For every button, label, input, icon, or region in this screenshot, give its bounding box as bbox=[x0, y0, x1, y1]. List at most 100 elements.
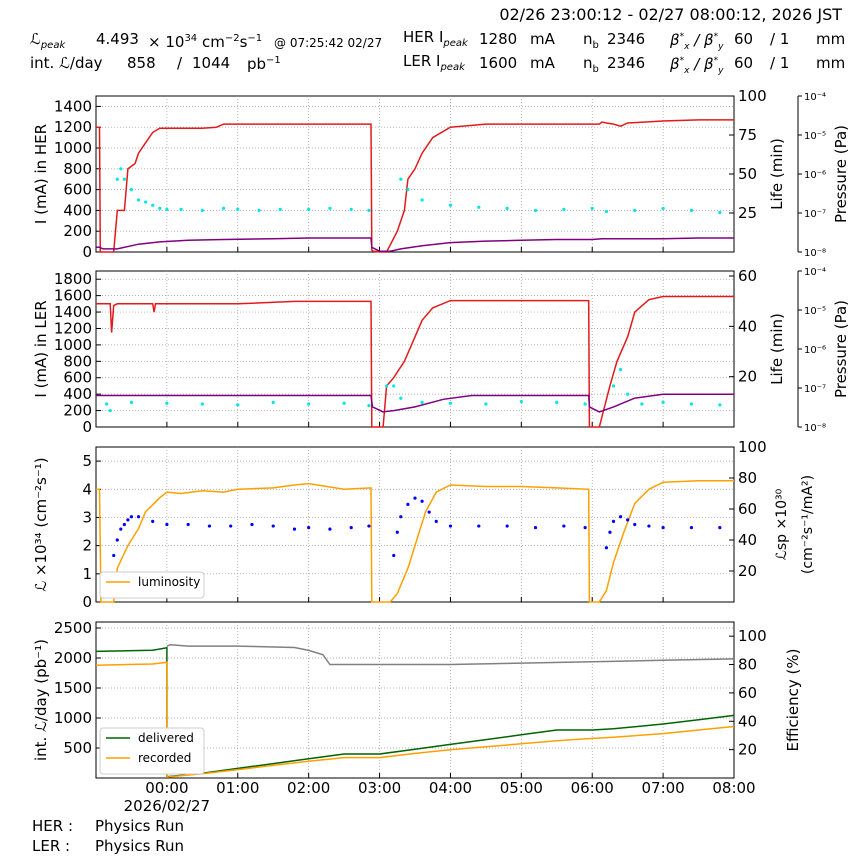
ler-pressure-point bbox=[385, 384, 389, 388]
ler-nb-n: n bbox=[583, 54, 593, 72]
intlumi-recorded-line bbox=[95, 661, 735, 778]
her-pressure-point bbox=[406, 188, 410, 192]
lumi-specific-point bbox=[395, 530, 399, 534]
her-pressure-point bbox=[604, 209, 609, 214]
lumi-specific-point bbox=[608, 530, 612, 534]
her-pressure-point bbox=[136, 198, 141, 202]
her-y2tick-label: 50 bbox=[738, 165, 757, 183]
her-pressure-point bbox=[505, 206, 509, 210]
ler-pressure-point bbox=[165, 401, 169, 405]
lumi-specific-point bbox=[392, 553, 396, 558]
lumi-specific-point bbox=[647, 524, 651, 528]
lumi-ytick-label: 3 bbox=[82, 508, 92, 526]
her-pressure-point bbox=[477, 205, 481, 209]
ler-beta-ysub: y bbox=[718, 66, 724, 76]
lumi-specific-point bbox=[349, 526, 353, 530]
ler-pressure-point bbox=[718, 403, 722, 407]
lumi-specific-point bbox=[399, 515, 403, 519]
her-pressure-point bbox=[533, 208, 538, 212]
intlumi-ylabel: int. ℒ/day (pb⁻¹) bbox=[32, 639, 50, 761]
her-pressure-point bbox=[661, 206, 665, 210]
her-y3tick-label: 10⁻⁶ bbox=[804, 170, 826, 181]
her-nb-sub: b bbox=[592, 40, 599, 51]
lumi-y2tick-label: 100 bbox=[738, 438, 767, 456]
lumi-y2tick-label: 20 bbox=[738, 562, 757, 580]
her-pressure-point bbox=[689, 208, 694, 212]
peak-lumi-sub: peak bbox=[40, 40, 66, 51]
her-y3tick-label: 10⁻⁴ bbox=[804, 92, 826, 103]
intlumi-xtick-label: 02:00 bbox=[287, 779, 330, 797]
ler-pressure-point bbox=[555, 400, 559, 404]
her-y3tick-label: 10⁻⁵ bbox=[804, 131, 826, 142]
her-beta-star2: * bbox=[713, 32, 719, 42]
her-y3label: Pressure (Pa) bbox=[832, 125, 850, 223]
intlumi-xtick-label: 04:00 bbox=[429, 779, 472, 797]
ler-pressure-point bbox=[236, 403, 240, 407]
intlumi-efficiency-line bbox=[166, 643, 735, 666]
ler-beta-x: β bbox=[670, 55, 680, 73]
her-pressure-point bbox=[307, 207, 311, 211]
ler-y2label: Life (min) bbox=[768, 313, 786, 385]
her-pressure-point bbox=[158, 206, 162, 210]
ler-pressure-point bbox=[342, 401, 346, 405]
ler-ytick-label: 0 bbox=[82, 418, 92, 436]
footer-ler-label: LER : bbox=[32, 837, 71, 855]
her-beta-star1: * bbox=[679, 32, 685, 42]
lumi-ytick-label: 4 bbox=[82, 480, 92, 498]
lumi-specific-point bbox=[119, 527, 123, 531]
intlumi-y2tick-label: 20 bbox=[738, 741, 757, 759]
intlumi-legend-label: delivered bbox=[138, 731, 194, 745]
lumi-specific-point bbox=[448, 524, 453, 528]
her-ytick-label: 200 bbox=[63, 222, 92, 240]
her-y3tick-label: 10⁻⁷ bbox=[804, 209, 826, 220]
her-current-line bbox=[96, 119, 734, 253]
ler-pressure-point bbox=[640, 402, 644, 406]
peak-lumi-exp1: −2 bbox=[224, 33, 240, 44]
her-pressure-point bbox=[144, 200, 148, 204]
intlumi-xtick-label: 08:00 bbox=[712, 779, 755, 797]
ler-pressure-point bbox=[307, 402, 311, 406]
her-peak-value: 1280 bbox=[479, 30, 518, 48]
peak-lumi-unit: × 1034 cm−2s−1 bbox=[148, 30, 262, 51]
her-pressure-point bbox=[122, 177, 126, 181]
lumi-specific-point bbox=[165, 522, 169, 527]
lumi-ytick-label: 5 bbox=[82, 452, 92, 470]
her-pressure-point bbox=[165, 207, 169, 211]
ler-peak-label: LER Ipeak bbox=[403, 52, 465, 77]
lumi-specific-point bbox=[626, 518, 630, 522]
footer-her-label: HER : bbox=[32, 817, 74, 835]
lumi-specific-point bbox=[406, 502, 410, 506]
ler-ytick-label: 1400 bbox=[54, 303, 92, 321]
ler-y3tick-label: 10⁻⁵ bbox=[804, 306, 826, 317]
intlumi-ytick-label: 1500 bbox=[54, 679, 92, 697]
ler-beta-star1: * bbox=[679, 56, 685, 66]
intlumi-ytick-label: 2000 bbox=[54, 649, 92, 667]
intlumi-y2label: Efficiency (%) bbox=[784, 649, 802, 752]
her-ytick-label: 1200 bbox=[54, 118, 92, 136]
int-lumi-pb: pb bbox=[247, 55, 267, 73]
lumi-specific-point bbox=[505, 524, 509, 528]
her-peak-sub: peak bbox=[443, 38, 468, 49]
ler-peak-text: LER I bbox=[403, 52, 441, 70]
lumi-specific-point bbox=[186, 522, 190, 527]
her-beta-sep: / β bbox=[694, 31, 714, 49]
lumi-specific-point bbox=[250, 522, 254, 527]
lumi-specific-point bbox=[533, 526, 538, 530]
her-y2label: Life (min) bbox=[768, 138, 786, 210]
her-pressure-point bbox=[562, 207, 566, 211]
intlumi-xtick-label: 03:00 bbox=[358, 779, 401, 797]
her-ytick-label: 1000 bbox=[54, 139, 92, 157]
ler-pressure-point bbox=[583, 402, 587, 406]
lumi-specific-point bbox=[618, 515, 623, 519]
int-lumi-total: 1044 bbox=[192, 54, 231, 72]
her-beta-unit: mm bbox=[816, 30, 846, 48]
lumi-specific-point bbox=[434, 519, 438, 524]
her-pressure-point bbox=[119, 167, 123, 171]
her-nb-value: 2346 bbox=[607, 30, 646, 48]
her-pressure-point bbox=[115, 177, 119, 181]
lumi-luminosity-line bbox=[96, 480, 734, 603]
lumi-y2tick-label: 40 bbox=[738, 531, 757, 549]
ler-beta-star2: * bbox=[713, 56, 719, 66]
peak-lumi-cm: cm bbox=[201, 33, 225, 51]
lumi-specific-point bbox=[413, 496, 417, 500]
